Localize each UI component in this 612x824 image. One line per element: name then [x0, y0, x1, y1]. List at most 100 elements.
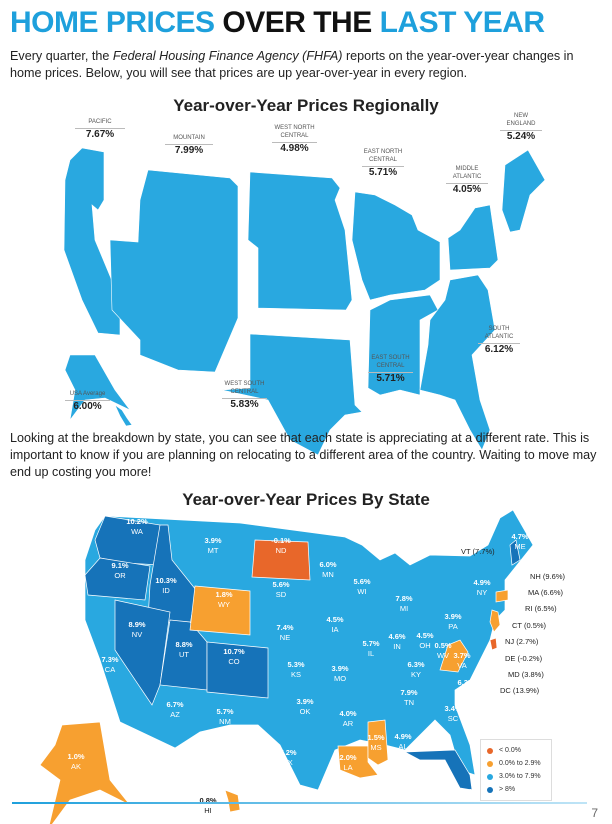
state-label-oh: 4.5% OH	[416, 631, 434, 650]
state-label-mo: 3.9% MO	[331, 664, 349, 683]
region-label: EAST NORTH CENTRAL 5.71%	[362, 149, 404, 178]
state-label-wa: 10.2% WA	[126, 517, 148, 536]
state-label-il: 5.7% IL	[362, 639, 380, 658]
state-label-nd: -0.1% ND	[271, 536, 291, 555]
intro-text: Every quarter, the Federal Housing Finan…	[10, 49, 574, 80]
state-label-hi: 0.8% HI	[199, 796, 217, 815]
region-hawaii	[114, 404, 133, 427]
state-label-ak: 1.0% AK	[67, 752, 85, 771]
state-label-wy: 1.8% WY	[215, 590, 233, 609]
region-label: WEST NORTH CENTRAL 4.98%	[272, 124, 317, 154]
footer-rule	[12, 802, 587, 804]
region-enc	[351, 191, 441, 301]
state-fl	[403, 749, 473, 791]
callout-label: DC (13.9%)	[500, 686, 540, 695]
state-or	[84, 557, 151, 601]
region-label: EAST SOUTH CENTRAL 5.71%	[368, 354, 413, 384]
state-nd	[251, 539, 311, 581]
state-co	[206, 641, 269, 699]
state-label-mi: 7.8% MI	[395, 594, 413, 613]
region-mountain	[109, 169, 239, 373]
state-label-ms: 1.5% MS	[367, 733, 385, 752]
state-label-al: 4.9% AL	[394, 732, 412, 751]
state-de	[489, 637, 498, 651]
state-label-nc: 6.3% NC	[457, 678, 475, 697]
region-newengland	[501, 149, 546, 233]
region-wsc	[221, 333, 363, 456]
region-wnc	[247, 171, 353, 311]
region-label: WEST SOUTH CENTRAL 5.83%	[222, 380, 267, 410]
state-label-ar: 4.0% AR	[339, 709, 357, 728]
legend-item: 3.0% to 7.9%	[487, 770, 545, 783]
state-label-me: 4.7% ME	[511, 532, 529, 551]
state-label-la: 2.0% LA	[339, 753, 357, 772]
state-label-sc: 3.4% SC	[444, 704, 462, 723]
state-label-co: 10.7% CO	[223, 647, 245, 666]
state-label-ca: 7.3% CA	[101, 655, 119, 674]
region-satl	[419, 274, 496, 451]
state-map	[39, 509, 534, 824]
state-label-sd: 5.6% SD	[272, 580, 290, 599]
region-alaska	[64, 354, 131, 421]
state-label-mt: 3.9% MT	[204, 536, 222, 555]
state-label-fl: 9.1%FL	[458, 787, 476, 806]
state-label-id: 10.3% ID	[155, 576, 177, 595]
state-ms	[367, 719, 389, 766]
legend-item: 0.0% to 2.9%	[487, 757, 545, 770]
callout-label: NH (9.6%)	[530, 572, 566, 581]
state-nj	[489, 609, 501, 633]
callout-label: NJ (2.7%)	[505, 637, 539, 646]
region-esc	[367, 294, 439, 396]
state-wy	[189, 585, 251, 636]
state-label-ks: 5.3% KS	[287, 660, 305, 679]
callout-label: RI (6.5%)	[525, 604, 557, 613]
state-label-mn: 6.0% MN	[319, 560, 337, 579]
region-label: NEW ENGLAND 5.24%	[500, 112, 542, 142]
callout-label: VT (7.7%)	[461, 547, 495, 556]
legend-item: > 8%	[487, 783, 545, 796]
legend-item: < 0.0%	[487, 744, 545, 757]
regional-map-title: Year-over-Year Prices Regionally	[173, 96, 439, 115]
callout-label: MD (3.8%)	[508, 670, 544, 679]
state-label-ga: 6.6% GA	[423, 732, 441, 751]
state-label-nm: 5.7% NM	[216, 707, 234, 726]
state-label-in: 4.6% IN	[388, 632, 406, 651]
state-nv	[114, 599, 171, 706]
state-label-wv: 0.5% WV	[434, 641, 452, 660]
regional-map	[63, 147, 546, 456]
middle-text: Looking at the breakdown by state, you c…	[10, 431, 597, 479]
state-label-ia: 4.5% IA	[326, 615, 344, 634]
state-label-wi: 5.6% WI	[353, 577, 371, 596]
state-label-tn: 7.9% TN	[400, 688, 418, 707]
state-label-va: 3.7% VA	[453, 651, 471, 670]
state-ak	[39, 721, 131, 824]
page-number: 7	[591, 806, 598, 820]
state-wv	[439, 639, 469, 673]
callout-label: CT (0.5%)	[512, 621, 547, 630]
state-label-ok: 3.9% OK	[296, 697, 314, 716]
map-legend: < 0.0% 0.0% to 2.9% 3.0% to 7.9% > 8%	[480, 739, 552, 801]
state-label-pa: 3.9% PA	[444, 612, 462, 631]
state-label-or: 9.1% OR	[111, 561, 129, 580]
state-hi	[224, 789, 241, 813]
region-label: SOUTH ATLANTIC 6.12%	[478, 325, 520, 355]
region-label: MIDDLE ATLANTIC 4.05%	[446, 165, 488, 195]
state-map-title: Year-over-Year Prices By State	[182, 490, 430, 509]
us-outline	[84, 509, 534, 791]
region-label: MOUNTAIN 7.99%	[165, 134, 213, 156]
callout-label: DE (-0.2%)	[505, 654, 543, 663]
state-label-nv: 8.9% NV	[128, 620, 146, 639]
state-label-tx: 7.2% TX	[279, 748, 297, 767]
callout-label: MA (6.6%)	[528, 588, 564, 597]
region-label: USA Average 6.00%	[65, 390, 110, 412]
state-label-ne: 7.4% NE	[276, 623, 294, 642]
state-label-ut: 8.8% UT	[175, 640, 193, 659]
state-nh	[509, 539, 521, 566]
page-title: HOME PRICES OVER THE LAST YEAR	[10, 6, 545, 39]
state-label-az: 6.7% AZ	[166, 700, 184, 719]
region-midatl	[447, 204, 499, 271]
state-label-ky: 6.3% KY	[407, 660, 425, 679]
region-label: PACIFIC 7.67%	[75, 118, 125, 140]
state-label-ny: 4.9% NY	[473, 578, 491, 597]
